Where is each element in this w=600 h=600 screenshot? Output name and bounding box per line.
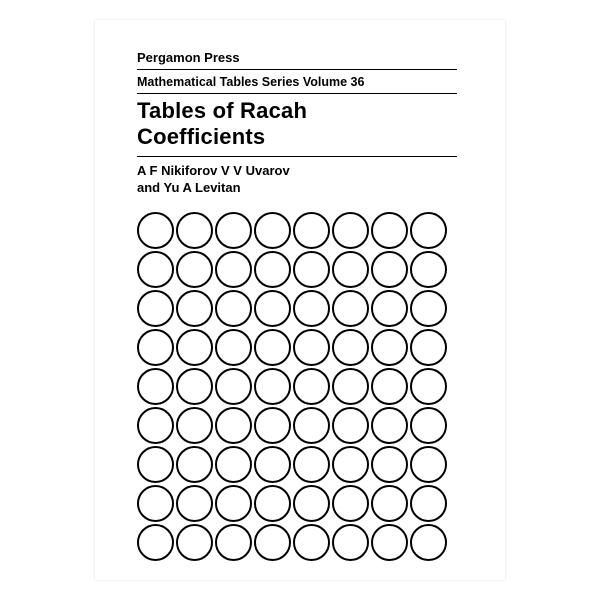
circle-icon	[254, 212, 291, 249]
circle-icon	[293, 212, 330, 249]
circle-icon	[293, 524, 330, 561]
circle-icon	[254, 446, 291, 483]
circle-icon	[410, 524, 447, 561]
circle-icon	[332, 290, 369, 327]
circle-icon	[410, 329, 447, 366]
circle-icon	[371, 329, 408, 366]
circle-icon	[293, 368, 330, 405]
circle-icon	[410, 446, 447, 483]
circle-icon	[137, 251, 174, 288]
circle-icon	[176, 290, 213, 327]
publisher: Pergamon Press	[95, 50, 505, 69]
circle-icon	[293, 485, 330, 522]
circle-icon	[332, 524, 369, 561]
circle-icon	[371, 485, 408, 522]
circle-icon	[176, 524, 213, 561]
circle-icon	[293, 251, 330, 288]
circle-icon	[176, 212, 213, 249]
circle-icon	[332, 251, 369, 288]
circle-icon	[410, 212, 447, 249]
circle-icon	[215, 446, 252, 483]
circle-icon	[215, 485, 252, 522]
circle-icon	[293, 407, 330, 444]
title-line-2: Coefficients	[137, 124, 505, 150]
circle-icon	[254, 407, 291, 444]
circle-icon	[137, 407, 174, 444]
circle-icon	[293, 329, 330, 366]
circle-icon	[176, 446, 213, 483]
title: Tables of Racah Coefficients	[95, 94, 505, 150]
circle-icon	[371, 212, 408, 249]
circle-icon	[215, 251, 252, 288]
circle-icon	[410, 368, 447, 405]
circle-icon	[137, 446, 174, 483]
authors: A F Nikiforov V V Uvarov and Yu A Levita…	[95, 157, 505, 202]
circle-icon	[332, 407, 369, 444]
circle-icon	[332, 212, 369, 249]
circle-icon	[371, 290, 408, 327]
circle-icon	[137, 212, 174, 249]
circle-icon	[332, 368, 369, 405]
circle-icon	[371, 407, 408, 444]
book-cover: Pergamon Press Mathematical Tables Serie…	[95, 20, 505, 580]
circle-icon	[410, 290, 447, 327]
circle-icon	[332, 446, 369, 483]
authors-line-1: A F Nikiforov V V Uvarov	[137, 163, 505, 180]
circle-icon	[371, 251, 408, 288]
circle-icon	[137, 524, 174, 561]
circle-icon	[332, 329, 369, 366]
circle-icon	[137, 329, 174, 366]
circle-icon	[332, 485, 369, 522]
circle-icon	[215, 407, 252, 444]
circle-icon	[254, 290, 291, 327]
circle-icon	[137, 485, 174, 522]
circle-icon	[293, 446, 330, 483]
circle-icon	[176, 485, 213, 522]
circle-icon	[215, 290, 252, 327]
circle-icon	[176, 407, 213, 444]
title-line-1: Tables of Racah	[137, 98, 505, 124]
circle-icon	[254, 251, 291, 288]
circle-grid	[95, 202, 505, 561]
circle-icon	[176, 329, 213, 366]
circle-icon	[371, 524, 408, 561]
circle-icon	[410, 407, 447, 444]
circle-icon	[215, 524, 252, 561]
circle-icon	[293, 290, 330, 327]
circle-icon	[410, 251, 447, 288]
circle-icon	[254, 485, 291, 522]
circle-icon	[176, 368, 213, 405]
circle-icon	[215, 329, 252, 366]
series-line: Mathematical Tables Series Volume 36	[95, 70, 505, 93]
circle-icon	[410, 485, 447, 522]
circle-icon	[371, 446, 408, 483]
circle-icon	[215, 368, 252, 405]
circle-icon	[371, 368, 408, 405]
circle-icon	[137, 368, 174, 405]
circle-icon	[254, 524, 291, 561]
circle-icon	[137, 290, 174, 327]
circle-icon	[254, 329, 291, 366]
authors-line-2: and Yu A Levitan	[137, 180, 505, 197]
circle-icon	[176, 251, 213, 288]
circle-icon	[215, 212, 252, 249]
circle-icon	[254, 368, 291, 405]
